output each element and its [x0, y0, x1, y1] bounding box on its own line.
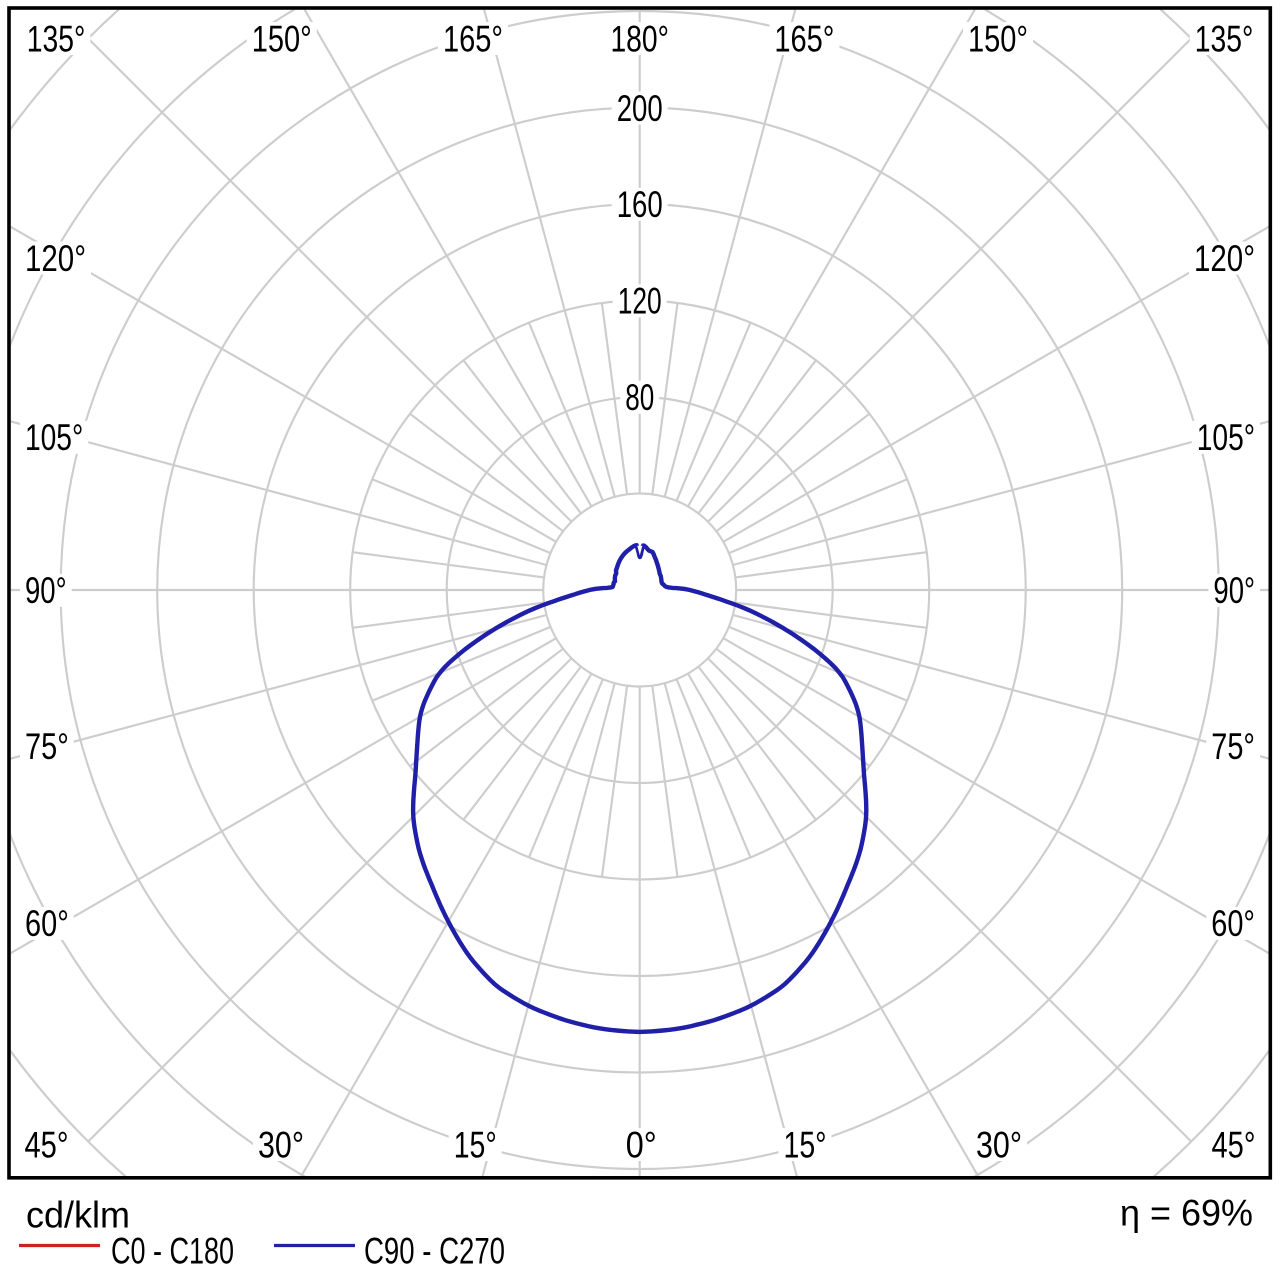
- svg-text:150°: 150°: [252, 18, 312, 59]
- svg-text:120°: 120°: [25, 238, 86, 279]
- svg-text:80: 80: [625, 377, 654, 418]
- svg-text:60°: 60°: [25, 903, 69, 944]
- svg-text:η = 69%: η = 69%: [1120, 1193, 1253, 1234]
- svg-text:cd/klm: cd/klm: [26, 1195, 130, 1236]
- svg-text:135°: 135°: [27, 18, 86, 59]
- svg-text:30°: 30°: [976, 1124, 1022, 1165]
- svg-text:120: 120: [618, 281, 662, 322]
- svg-text:C0 - C180: C0 - C180: [111, 1231, 234, 1272]
- svg-text:45°: 45°: [1212, 1124, 1256, 1165]
- svg-text:150°: 150°: [968, 18, 1028, 59]
- svg-text:160: 160: [617, 184, 663, 225]
- svg-text:75°: 75°: [25, 726, 69, 767]
- svg-text:90°: 90°: [1213, 570, 1255, 611]
- svg-text:165°: 165°: [774, 18, 834, 59]
- svg-text:15°: 15°: [454, 1124, 497, 1165]
- svg-text:90°: 90°: [25, 570, 67, 611]
- svg-text:C90 - C270: C90 - C270: [364, 1231, 505, 1272]
- svg-text:30°: 30°: [258, 1124, 304, 1165]
- svg-text:135°: 135°: [1195, 18, 1254, 59]
- svg-text:105°: 105°: [25, 417, 83, 458]
- svg-text:120°: 120°: [1194, 238, 1255, 279]
- svg-text:45°: 45°: [25, 1124, 69, 1165]
- svg-text:0°: 0°: [626, 1124, 657, 1165]
- svg-text:15°: 15°: [784, 1124, 827, 1165]
- svg-text:75°: 75°: [1211, 726, 1255, 767]
- svg-text:105°: 105°: [1197, 417, 1255, 458]
- svg-text:165°: 165°: [443, 18, 503, 59]
- svg-text:180°: 180°: [610, 18, 669, 59]
- svg-text:200: 200: [617, 88, 663, 129]
- svg-text:60°: 60°: [1211, 903, 1255, 944]
